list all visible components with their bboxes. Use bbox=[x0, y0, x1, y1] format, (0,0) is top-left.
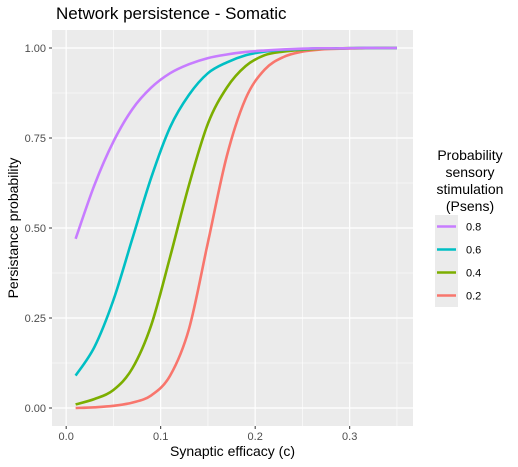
legend-title-line: (Psens) bbox=[446, 198, 494, 214]
legend-title-line: Probability bbox=[437, 147, 502, 163]
y-axis: 0.00 0.25 0.50 0.75 1.00 bbox=[25, 43, 52, 415]
legend-label: 0.4 bbox=[466, 268, 481, 280]
legend-label: 0.2 bbox=[466, 291, 481, 303]
x-axis: 0.0 0.1 0.2 0.3 bbox=[59, 426, 357, 443]
y-tick-label: 0.75 bbox=[25, 133, 46, 145]
y-tick-label: 0.50 bbox=[25, 223, 46, 235]
x-tick-label: 0.0 bbox=[59, 431, 74, 443]
y-tick-label: 0.25 bbox=[25, 313, 46, 325]
x-tick-label: 0.2 bbox=[248, 431, 263, 443]
series-line-0-8 bbox=[74, 46, 397, 240]
x-tick-label: 0.3 bbox=[342, 431, 357, 443]
legend-title-line: stimulation bbox=[437, 181, 504, 197]
legend-label: 0.6 bbox=[466, 245, 481, 257]
legend-title-line: sensory bbox=[445, 164, 494, 180]
grid-lines bbox=[52, 30, 413, 426]
chart-title: Network persistence - Somatic bbox=[56, 4, 287, 23]
x-axis-title: Synaptic efficacy (c) bbox=[170, 443, 295, 459]
legend-label: 0.8 bbox=[466, 222, 481, 234]
x-tick-label: 0.1 bbox=[153, 431, 168, 443]
series-lines bbox=[74, 46, 397, 410]
y-axis-title: Persistance probability bbox=[5, 158, 21, 299]
y-tick-label: 0.00 bbox=[25, 403, 46, 415]
y-tick-label: 1.00 bbox=[25, 43, 46, 55]
